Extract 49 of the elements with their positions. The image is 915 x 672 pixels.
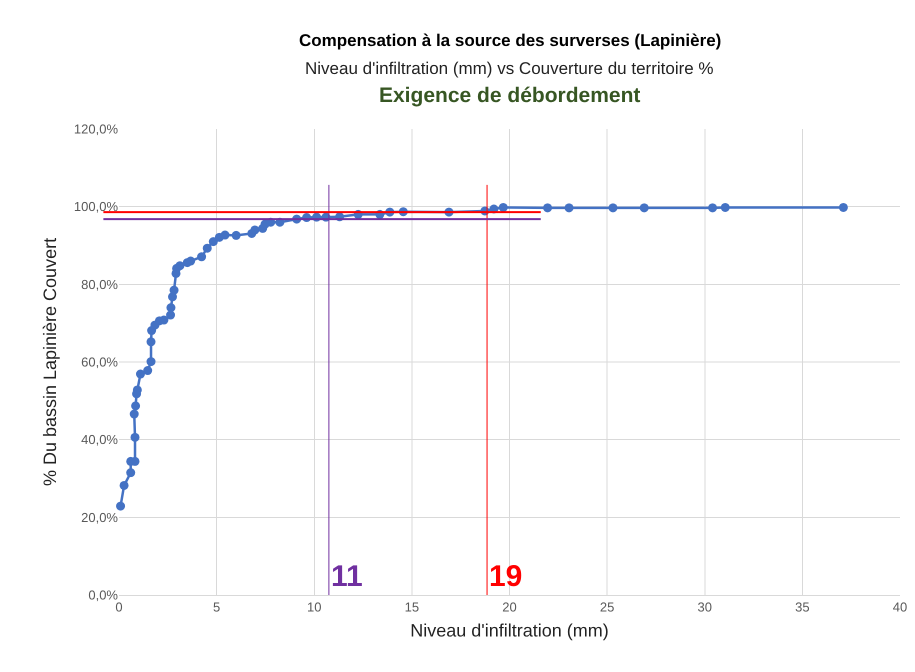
text: Exigence de débordement: [379, 84, 640, 107]
point: [232, 230, 241, 240]
point: [564, 203, 574, 212]
point: [126, 468, 136, 478]
point: [131, 401, 140, 410]
point: [166, 303, 176, 312]
point: [130, 410, 139, 419]
point: [136, 370, 145, 379]
y-tick-label: 40,0%: [81, 432, 118, 448]
y-tick-label: 60,0%: [81, 354, 118, 370]
point: [202, 244, 212, 253]
x-axis-title: Niveau d'infiltration (mm): [410, 620, 609, 641]
point: [120, 480, 129, 490]
x-tick-label: 5: [213, 600, 220, 615]
y-tick-label: 100,0%: [74, 199, 118, 214]
point: [708, 203, 718, 212]
y-tick-label: 20,0%: [81, 510, 118, 525]
point: [640, 203, 649, 212]
point: [543, 203, 552, 212]
chart-subtitle: Niveau d'infiltration (mm) vs Couverture du territoire %: [305, 59, 714, 78]
x-tick-label: 15: [404, 600, 420, 615]
chart-title: Compensation à la source des surverses (Lapinière): [299, 31, 722, 50]
point: [130, 432, 140, 442]
point: [250, 225, 260, 234]
point: [146, 357, 156, 366]
point: [197, 252, 206, 262]
point: [838, 202, 848, 212]
point: [186, 256, 196, 266]
x-tick-label: 20: [502, 600, 517, 615]
x-tick-label: 10: [307, 600, 322, 615]
ref-line-label: 11: [331, 560, 363, 593]
point: [220, 230, 230, 240]
point: [166, 310, 176, 320]
point: [498, 202, 508, 212]
y-tick-label: 120,0%: [74, 122, 118, 137]
point: [170, 286, 179, 295]
x-tick-label: 40: [892, 600, 908, 615]
y-tick-label: 80,0%: [81, 276, 118, 292]
point: [608, 203, 618, 212]
x-tick-label: 30: [698, 600, 712, 615]
point: [143, 366, 152, 376]
y-axis-title: % Du bassin Lapinière Couvert: [40, 238, 60, 486]
x-tick-label: 25: [600, 600, 614, 615]
point: [116, 502, 126, 511]
point: [175, 261, 184, 270]
x-tick-label: 35: [795, 600, 810, 615]
ref-line-label: 19: [489, 560, 522, 593]
point: [720, 202, 730, 212]
point: [146, 337, 156, 346]
